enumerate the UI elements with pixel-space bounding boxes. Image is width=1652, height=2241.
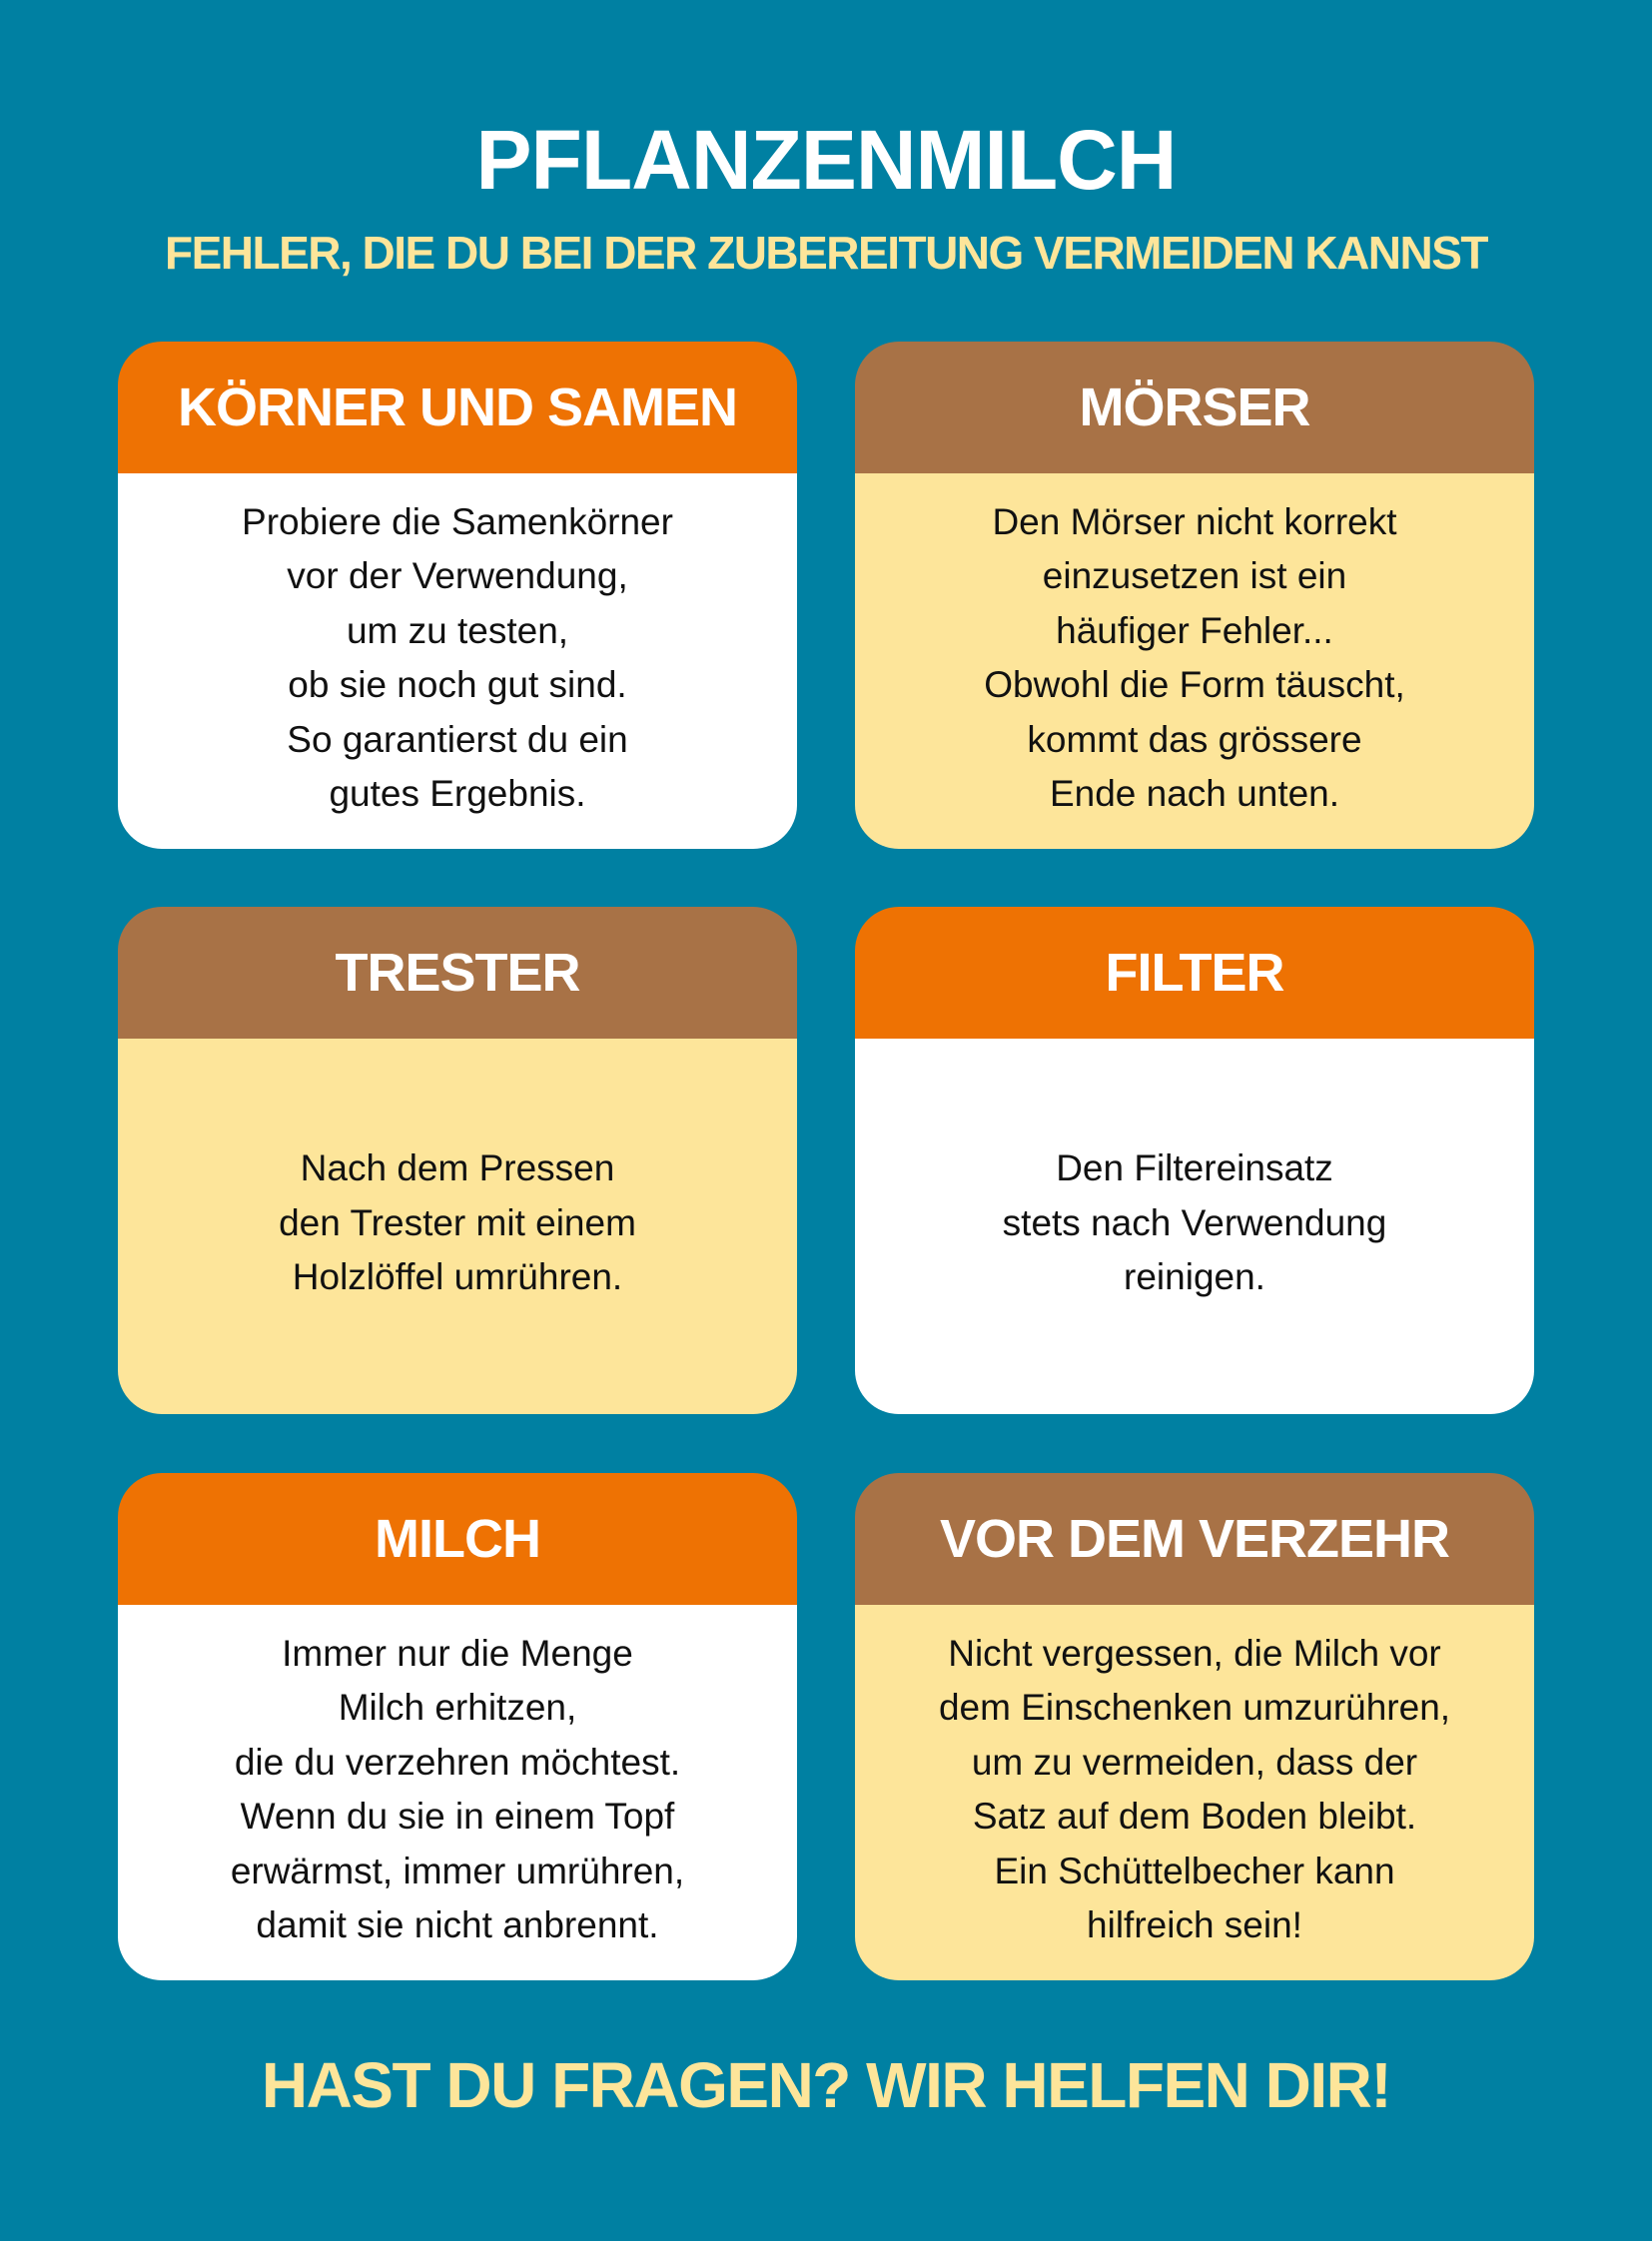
card-heading: KÖRNER UND SAMEN bbox=[177, 377, 738, 437]
card-text: Probiere die Samenkörner vor der Verwend… bbox=[242, 500, 673, 815]
card-heading: FILTER bbox=[1105, 943, 1285, 1003]
card-heading: MÖRSER bbox=[1079, 377, 1310, 437]
footer-text: HAST DU FRAGEN? WIR HELFEN DIR! bbox=[261, 2049, 1392, 2121]
card-heading: TRESTER bbox=[335, 943, 580, 1003]
card-body: Immer nur die Menge Milch erhitzen, die … bbox=[118, 1605, 797, 1980]
card-trester: TRESTER Nach dem Pressen den Trester mit… bbox=[118, 907, 797, 1414]
card-body: Den Mörser nicht korrekt einzusetzen ist… bbox=[855, 473, 1534, 849]
card-body: Nicht vergessen, die Milch vor dem Einsc… bbox=[855, 1605, 1534, 1980]
card-filter: FILTER Den Filtereinsatz stets nach Verw… bbox=[855, 907, 1534, 1414]
page-subtitle: FEHLER, DIE DU BEI DER ZUBEREITUNG VERME… bbox=[60, 226, 1592, 280]
card-header: TRESTER bbox=[118, 907, 797, 1039]
footer-cta: HAST DU FRAGEN? WIR HELFEN DIR! bbox=[60, 2047, 1592, 2123]
card-header: MÖRSER bbox=[855, 342, 1534, 473]
subtitle-text: FEHLER, DIE DU BEI DER ZUBEREITUNG VERME… bbox=[164, 227, 1489, 279]
card-text: Nicht vergessen, die Milch vor dem Einsc… bbox=[938, 1632, 1451, 1946]
page-title: PFLANZENMILCH bbox=[0, 112, 1652, 208]
card-body: Probiere die Samenkörner vor der Verwend… bbox=[118, 473, 797, 849]
card-header: VOR DEM VERZEHR bbox=[855, 1473, 1534, 1605]
card-vor-dem-verzehr: VOR DEM VERZEHR Nicht vergessen, die Mil… bbox=[855, 1473, 1534, 1980]
card-text: Nach dem Pressen den Trester mit einem H… bbox=[279, 1147, 636, 1298]
title-text: PFLANZENMILCH bbox=[475, 113, 1178, 207]
card-header: KÖRNER UND SAMEN bbox=[118, 342, 797, 473]
card-header: FILTER bbox=[855, 907, 1534, 1039]
card-koerner-und-samen: KÖRNER UND SAMEN Probiere die Samenkörne… bbox=[118, 342, 797, 849]
card-text: Den Filtereinsatz stets nach Verwendung … bbox=[1002, 1147, 1387, 1298]
card-heading: VOR DEM VERZEHR bbox=[939, 1509, 1450, 1569]
card-heading: MILCH bbox=[375, 1509, 541, 1569]
card-header: MILCH bbox=[118, 1473, 797, 1605]
card-text: Immer nur die Menge Milch erhitzen, die … bbox=[230, 1632, 685, 1946]
card-milch: MILCH Immer nur die Menge Milch erhitzen… bbox=[118, 1473, 797, 1980]
card-body: Den Filtereinsatz stets nach Verwendung … bbox=[855, 1039, 1534, 1414]
card-body: Nach dem Pressen den Trester mit einem H… bbox=[118, 1039, 797, 1414]
card-moerser: MÖRSER Den Mörser nicht korrekt einzuset… bbox=[855, 342, 1534, 849]
card-text: Den Mörser nicht korrekt einzusetzen ist… bbox=[984, 500, 1405, 815]
